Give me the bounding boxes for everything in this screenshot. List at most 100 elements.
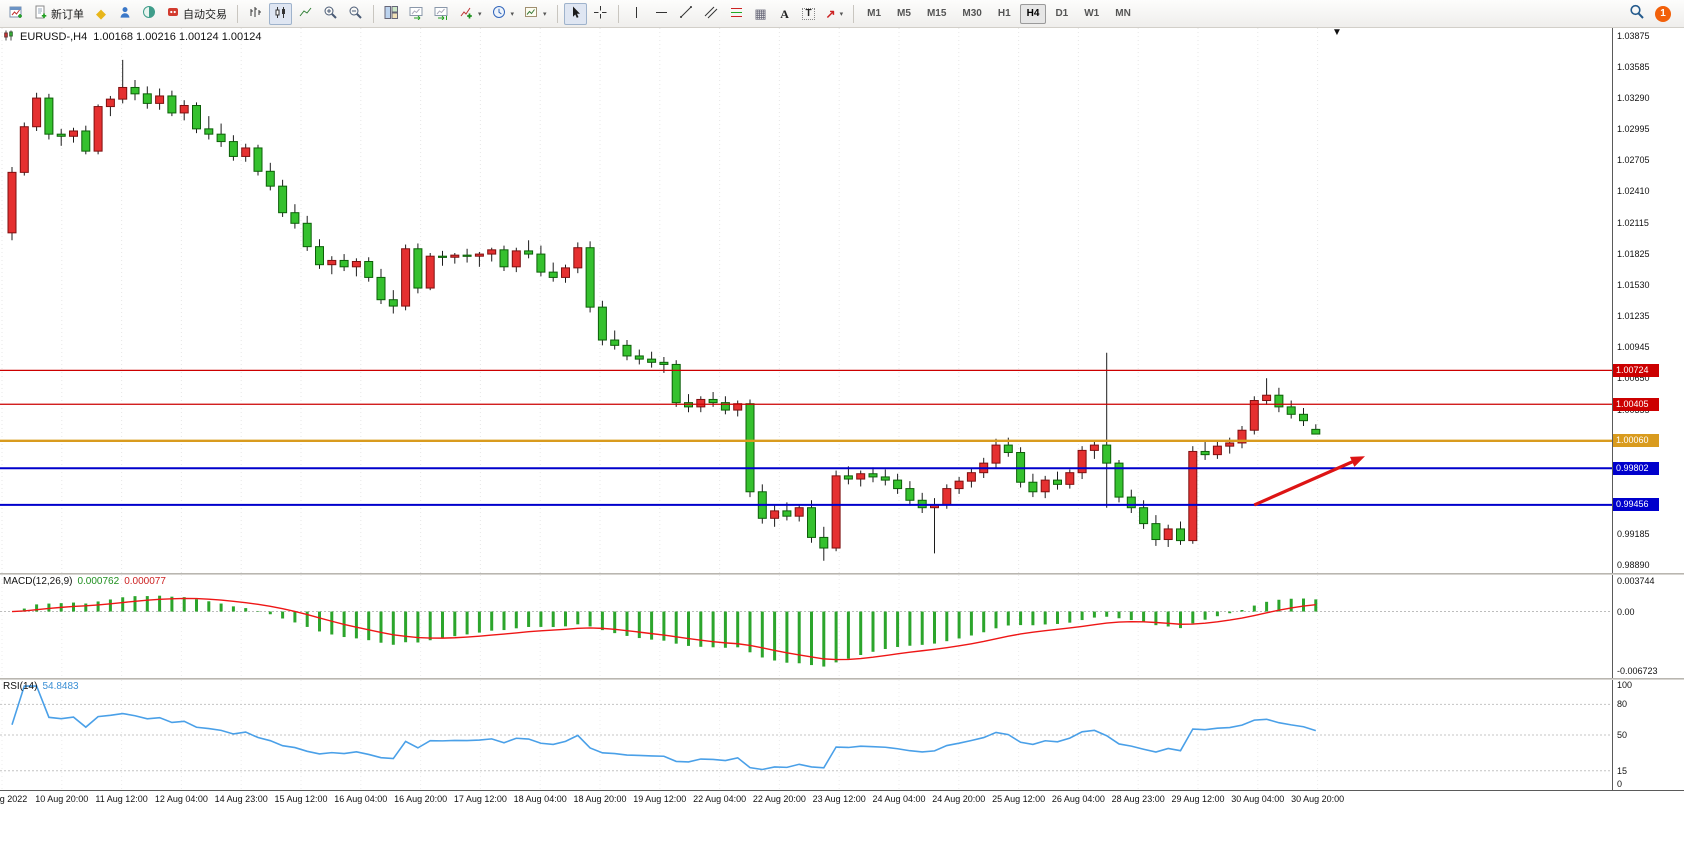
- trendline-tool-button[interactable]: [675, 3, 698, 25]
- chart-shift-button[interactable]: [430, 3, 453, 25]
- notifications-button[interactable]: 1: [1651, 3, 1675, 25]
- rsi-levels: [0, 703, 1612, 772]
- candlestick-plot[interactable]: [0, 28, 1612, 573]
- equidistant-channel-icon: [704, 5, 719, 23]
- periods-button[interactable]: ▾: [488, 3, 519, 25]
- timeframe-m5[interactable]: M5: [897, 8, 911, 19]
- timeframe-mn[interactable]: MN: [1115, 8, 1131, 19]
- horizontal-line-tool-button[interactable]: [650, 3, 673, 25]
- crosshair-button[interactable]: [589, 3, 612, 25]
- price-chart-pane: 1.03875 1.03585 1.03290 1.02995 1.02705 1.024…: [0, 27, 1684, 573]
- candlestick-chart-button[interactable]: [269, 2, 292, 25]
- new-chart-icon: [9, 5, 24, 23]
- timeframe-h4[interactable]: H4: [1019, 3, 1047, 24]
- community-button[interactable]: [114, 3, 136, 25]
- timeframe-d1[interactable]: D1: [1055, 8, 1069, 19]
- auto-scroll-button[interactable]: [405, 3, 428, 25]
- price-tick: 1.00650: [1617, 373, 1650, 384]
- new-order-button[interactable]: 新订单: [30, 3, 88, 25]
- chevron-down-icon: ▾: [839, 10, 844, 18]
- timeframe-w1[interactable]: W1: [1084, 8, 1100, 19]
- time-axis-label: 30 Aug 20:00: [1291, 794, 1345, 804]
- new-order-icon: [34, 5, 48, 22]
- time-axis-label: 26 Aug 04:00: [1051, 794, 1105, 804]
- autotrading-button[interactable]: 自动交易: [162, 3, 231, 25]
- price-tick: 1.00945: [1617, 341, 1650, 352]
- text-label-tool-button[interactable]: T: [798, 3, 820, 25]
- macd-plot[interactable]: [0, 575, 1612, 678]
- chevron-down-icon: ▾: [543, 10, 547, 18]
- price-tick: 1.03290: [1617, 93, 1650, 104]
- search-button[interactable]: [1625, 3, 1649, 25]
- timeframe-m30[interactable]: M30: [962, 8, 982, 19]
- timeframe-m1[interactable]: M1: [867, 8, 882, 19]
- indicators-button[interactable]: ▾: [455, 3, 486, 25]
- time-axis-label: 19 Aug 12:00: [633, 794, 687, 804]
- horizontal-line-icon: [654, 5, 669, 23]
- price-tick: 1.03875: [1617, 31, 1650, 41]
- time-axis-label: 12 Aug 04:00: [154, 794, 208, 804]
- vertical-line-icon: [629, 5, 644, 23]
- bar-chart-button[interactable]: [244, 3, 267, 25]
- price-tick: 1.01235: [1617, 311, 1650, 322]
- community-person-icon: [118, 5, 132, 22]
- new-chart-button[interactable]: [5, 3, 28, 25]
- rsi-axis[interactable]: 100 80 50 15 0: [1612, 680, 1684, 790]
- macd-axis-tick: 0.003744: [1617, 576, 1655, 586]
- tile-windows-button[interactable]: [380, 3, 403, 25]
- time-axis-label: 15 Aug 12:00: [274, 794, 328, 804]
- market-watch-icon: [142, 5, 156, 22]
- cursor-button[interactable]: [563, 2, 587, 25]
- fibonacci-tool-button[interactable]: [725, 3, 748, 25]
- periods-clock-icon: [492, 5, 507, 23]
- rsi-axis-tick: 80: [1617, 699, 1628, 710]
- time-axis-label: 16 Aug 04:00: [334, 794, 388, 804]
- vertical-line-tool-button[interactable]: [625, 3, 648, 25]
- rsi-plot[interactable]: [0, 680, 1612, 790]
- market-watch-button[interactable]: [138, 3, 160, 25]
- price-tick: 0.98890: [1617, 560, 1650, 570]
- toolbar-separator: [853, 4, 855, 23]
- shapes-tool-button[interactable]: ▦: [750, 3, 772, 25]
- panel-splitter[interactable]: [0, 573, 1684, 575]
- time-axis-label: 18 Aug 04:00: [513, 794, 567, 804]
- rsi-axis-tick: 0: [1617, 779, 1623, 789]
- indicators-icon: [459, 5, 474, 23]
- price-line-badge: 1.00405: [1613, 397, 1659, 411]
- trendline-icon: [679, 5, 694, 23]
- auto-scroll-icon: [409, 5, 424, 23]
- time-axis[interactable]: 10 Aug 2022 10 Aug 20:00 11 Aug 12:00 12 Au…: [0, 790, 1684, 810]
- price-tick: 1.02115: [1617, 217, 1649, 228]
- panel-splitter[interactable]: [0, 678, 1684, 680]
- line-chart-button[interactable]: [294, 3, 317, 25]
- arrows-tool-button[interactable]: ↗ ▾: [822, 3, 848, 25]
- price-tick: 1.01530: [1617, 279, 1650, 290]
- zoom-out-button[interactable]: [344, 3, 367, 25]
- macd-axis[interactable]: 0.003744 0.00 -0.006723: [1612, 575, 1684, 678]
- autotrading-label: 自动交易: [183, 8, 227, 21]
- bottom-strip: [0, 810, 1684, 841]
- chart-shift-icon: [434, 5, 449, 23]
- cursor-icon: [568, 5, 583, 23]
- text-tool-button[interactable]: A: [774, 3, 796, 25]
- timeframe-m15[interactable]: M15: [926, 8, 947, 19]
- line-chart-icon: [298, 5, 313, 23]
- time-axis-label: 22 Aug 20:00: [752, 794, 806, 804]
- bar-chart-icon: [248, 5, 263, 23]
- price-axis[interactable]: 1.03875 1.03585 1.03290 1.02995 1.02705 1.024…: [1612, 28, 1684, 573]
- channel-tool-button[interactable]: [700, 3, 723, 25]
- templates-button[interactable]: ▾: [520, 3, 551, 25]
- fibonacci-icon: [729, 5, 744, 23]
- time-axis-label: 22 Aug 04:00: [693, 794, 747, 804]
- candlestick-chart-icon: [273, 5, 288, 23]
- time-axis-label: 25 Aug 12:00: [992, 794, 1046, 804]
- shapes-icon: ▦: [754, 6, 767, 21]
- metaeditor-button[interactable]: ◆: [90, 3, 112, 25]
- price-line-badge: 0.99456: [1613, 498, 1659, 512]
- zoom-in-button[interactable]: [319, 3, 342, 25]
- templates-icon: [524, 5, 539, 23]
- time-axis-label: 23 Aug 12:00: [812, 794, 866, 804]
- text-label-icon: T: [802, 7, 815, 20]
- timeframe-h1[interactable]: H1: [997, 8, 1011, 19]
- toolbar-separator: [237, 4, 238, 23]
